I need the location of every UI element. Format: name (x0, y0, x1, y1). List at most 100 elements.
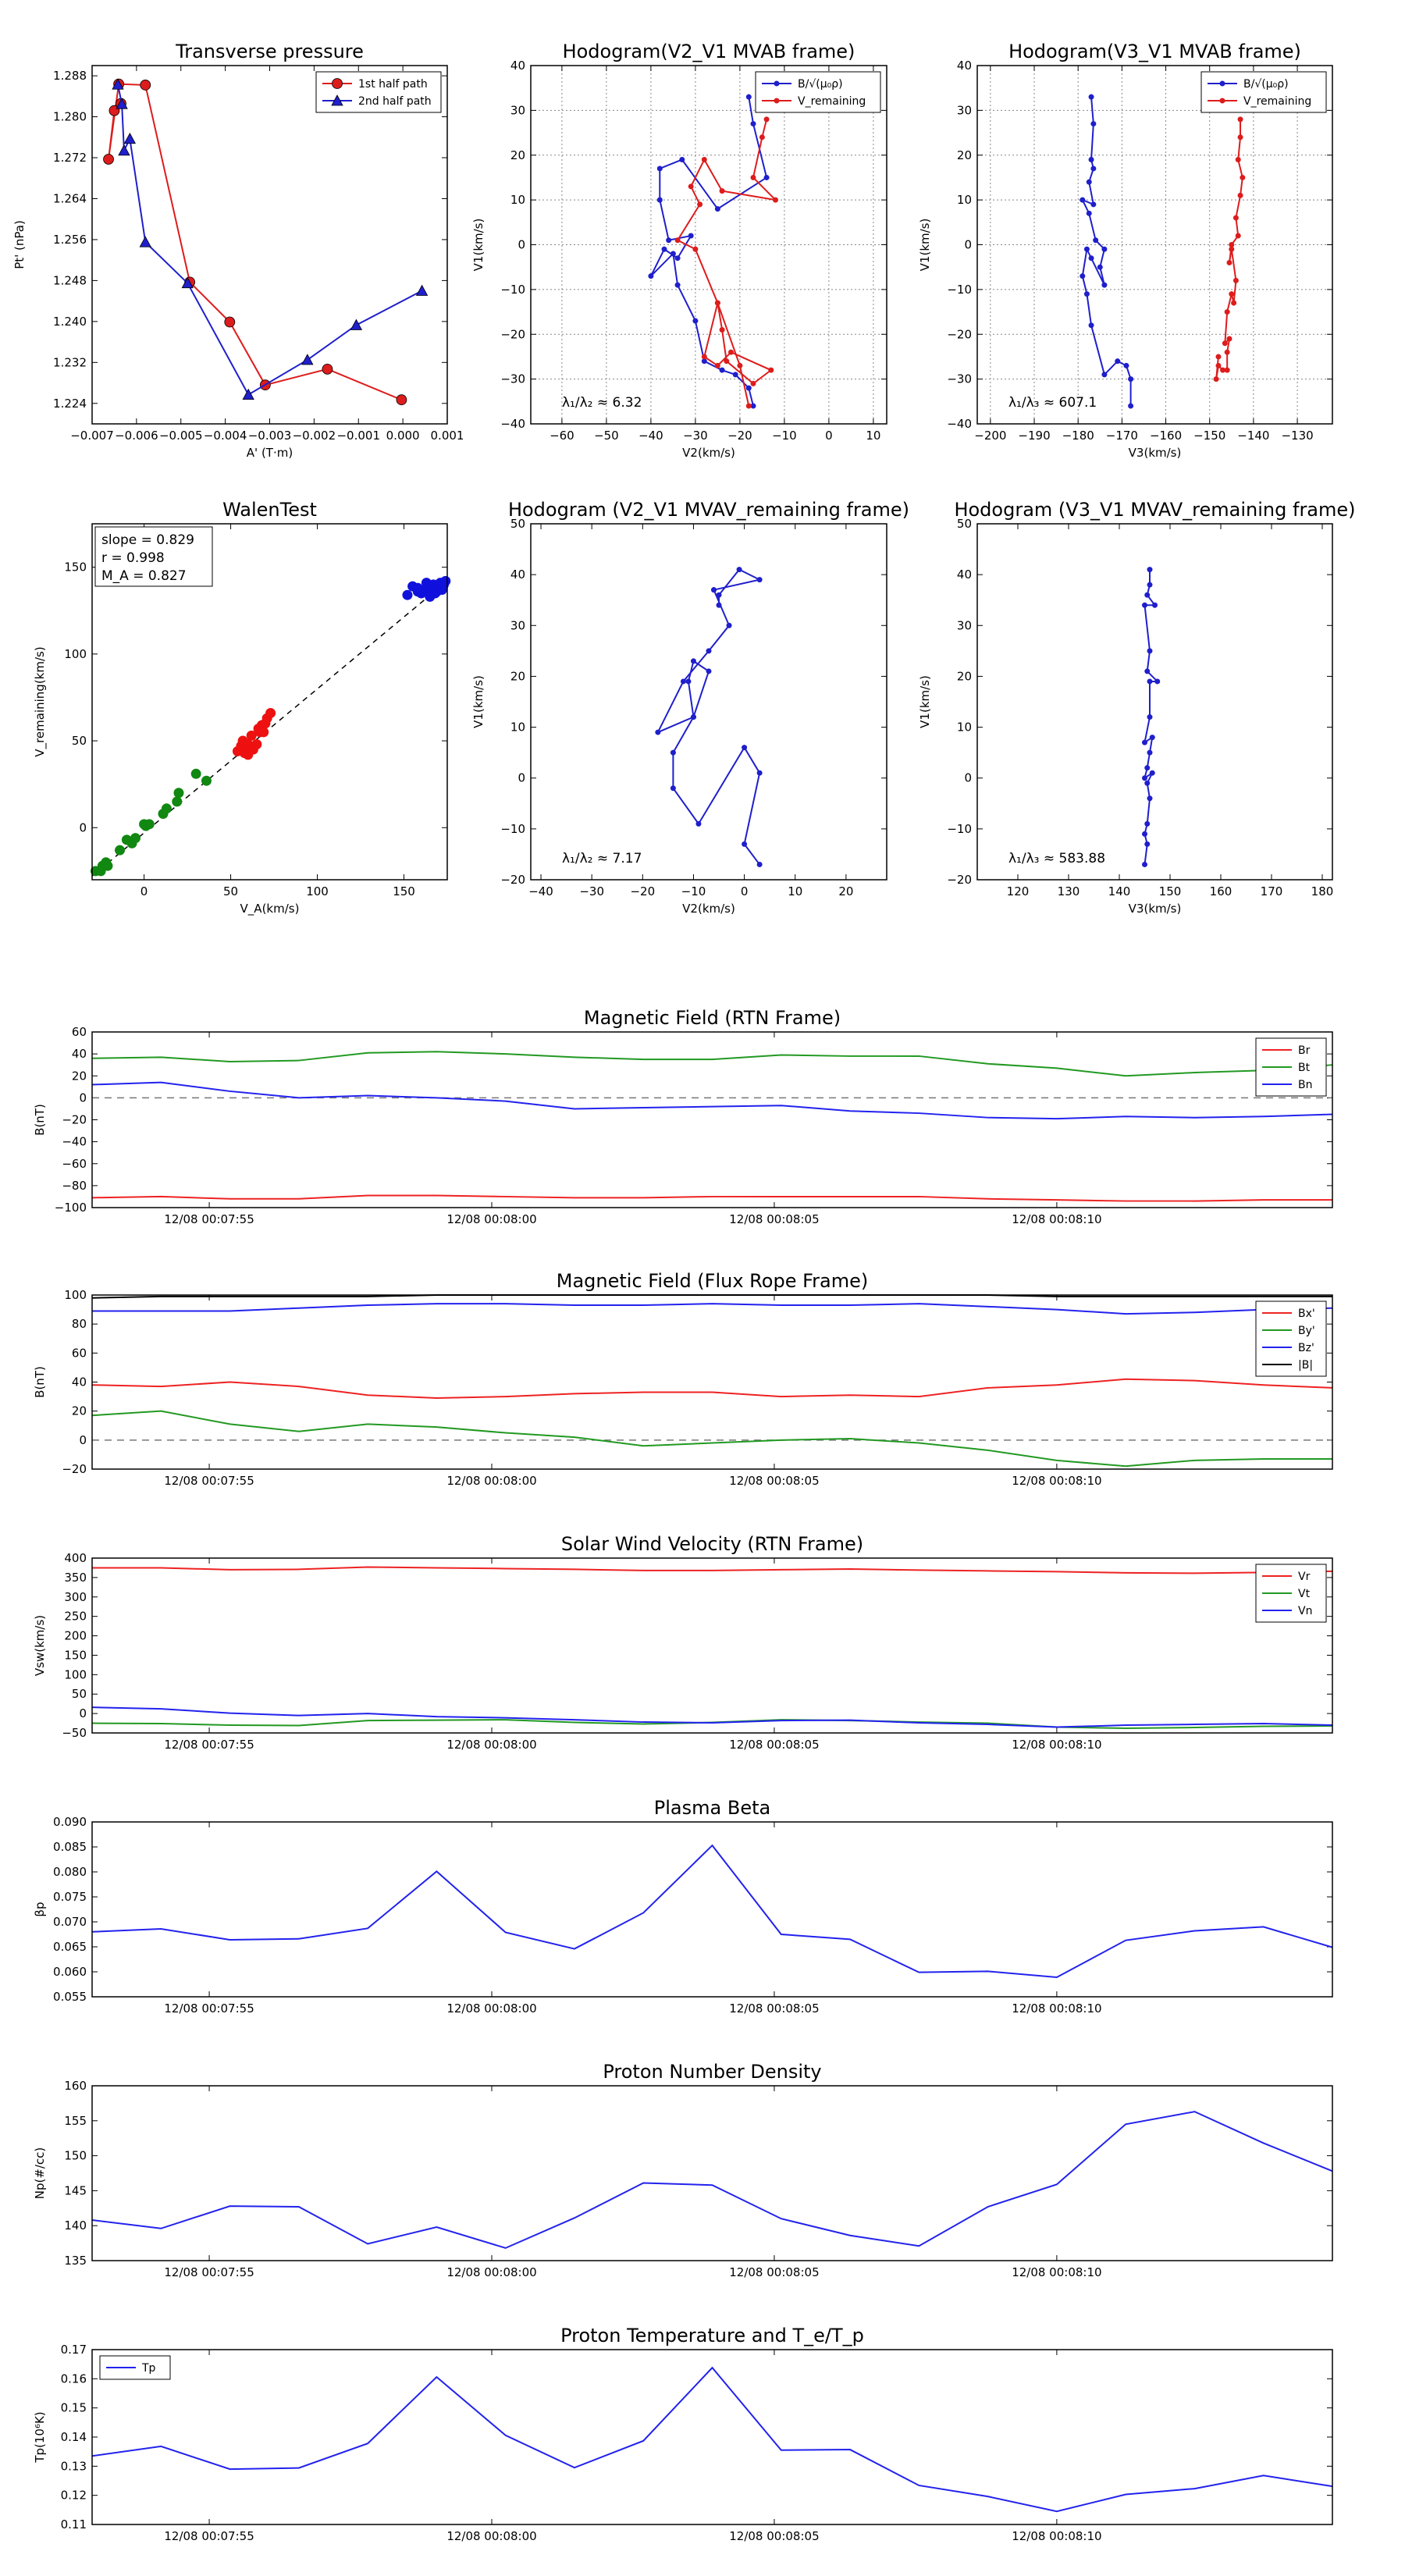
y-tick-label: 135 (64, 2254, 87, 2268)
data-point (1215, 354, 1222, 360)
y-tick-label: −10 (947, 283, 972, 297)
y-tick-label: −40 (62, 1135, 87, 1149)
legend-label: V_remaining (1243, 95, 1311, 108)
y-tick-label: 30 (510, 103, 525, 117)
x-tick-label: −200 (974, 429, 1006, 443)
legend-label: Br (1298, 1044, 1311, 1057)
data-point (1097, 264, 1103, 270)
annotation-line: r = 0.998 (101, 550, 165, 566)
chart-title: Hodogram(V3_V1 MVAB frame) (1008, 41, 1301, 62)
x-tick-label: −0.002 (293, 429, 336, 443)
data-point (1142, 861, 1147, 867)
x-tick-label: 12/08 00:07:55 (164, 1212, 254, 1226)
data-point (759, 134, 765, 141)
y-tick-label: 1.240 (53, 315, 87, 329)
y-tick-label: −10 (500, 283, 525, 297)
data-point (768, 367, 774, 373)
data-point (415, 284, 429, 296)
y-tick-label: 0.14 (61, 2430, 87, 2444)
legend: 1st half path 2nd half path (315, 71, 442, 113)
data-point (1237, 192, 1243, 198)
x-tick-label: 160 (1210, 884, 1232, 898)
y-tick-label: 1.232 (53, 355, 87, 369)
legend-label: Bt (1298, 1062, 1311, 1074)
data-point (679, 156, 685, 162)
data-point (1088, 94, 1094, 100)
data-point (115, 845, 126, 856)
series-line-By' (91, 1410, 1332, 1468)
y-tick-label: 150 (64, 560, 87, 575)
annotation: λ₁/λ₃ ≈ 583.88 (1008, 851, 1105, 866)
annotation-frame (94, 526, 213, 587)
y-tick-label: 50 (72, 1687, 87, 1701)
x-tick-label: 130 (1058, 884, 1080, 898)
x-tick-label: 0.000 (386, 429, 420, 443)
x-tick-label: 10 (788, 884, 802, 898)
legend: Br Bt Bn (1255, 1037, 1327, 1097)
x-tick-label: 12/08 00:08:05 (729, 1474, 819, 1488)
data-point (440, 575, 451, 586)
y-tick-label: 10 (957, 193, 972, 207)
legend-marker (332, 78, 343, 89)
data-point (661, 246, 667, 252)
data-point (1232, 277, 1239, 283)
y-axis-label: B(nT) (33, 1104, 47, 1136)
x-tick-label: 12/08 00:08:05 (729, 1738, 819, 1752)
chart-title: Magnetic Field (Flux Rope Frame) (557, 1270, 868, 1292)
x-tick-label: 170 (1261, 884, 1283, 898)
legend-marker (774, 80, 780, 87)
x-tick-label: 0 (140, 884, 148, 898)
y-axis-label: Tp(10⁶K) (33, 2411, 47, 2463)
data-point (763, 174, 770, 180)
legend-marker (774, 98, 780, 104)
chart-title: Proton Temperature and T_e/T_p (560, 2325, 864, 2347)
legend-box (1200, 71, 1327, 113)
x-tick-label: 12/08 00:08:00 (446, 1474, 536, 1488)
data-point (728, 349, 734, 355)
data-point (742, 745, 748, 751)
annotation: λ₁/λ₂ ≈ 6.32 (562, 395, 642, 411)
plot-frame (530, 523, 887, 881)
data-point (144, 819, 155, 830)
data-point (750, 174, 756, 180)
y-tick-label: 1.224 (53, 397, 87, 411)
plot-frame (91, 1031, 1333, 1208)
x-tick-label: 0.001 (431, 429, 464, 443)
y-tick-label: −20 (947, 873, 972, 887)
y-tick-label: −40 (947, 417, 972, 431)
x-tick-label: −180 (1062, 429, 1094, 443)
annotation-line: M_A = 0.827 (101, 568, 187, 584)
data-point (301, 354, 314, 365)
x-tick-label: 0 (741, 884, 749, 898)
data-point (1226, 259, 1232, 265)
data-point (1235, 233, 1241, 239)
legend-label: Vt (1298, 1588, 1311, 1600)
chart-title: Magnetic Field (RTN Frame) (584, 1007, 841, 1029)
data-point (1101, 246, 1108, 252)
data-point (1147, 749, 1153, 756)
data-point (697, 201, 703, 208)
legend-label: |B| (1298, 1359, 1313, 1372)
legend: Bx' By' Bz' |B| (1255, 1300, 1327, 1377)
y-tick-label: −10 (947, 822, 972, 836)
x-axis-label: V3(km/s) (1129, 446, 1182, 460)
y-tick-label: 0.055 (53, 1990, 87, 2004)
y-axis-label: βp (33, 1902, 47, 1916)
chart-tpr: 12/08 00:07:55 12/08 00:08:00 12/08 00:08:… (33, 2325, 1333, 2543)
data-point (322, 363, 333, 375)
x-tick-label: −0.007 (70, 429, 114, 443)
legend: Tp (99, 2355, 171, 2380)
y-tick-label: 20 (510, 669, 525, 683)
data-point (670, 251, 676, 257)
data-point (1215, 362, 1222, 368)
data-point (116, 98, 128, 109)
y-tick-label: 20 (957, 669, 972, 683)
chart-tp: −0.007 −0.006 −0.005 −0.004 −0.003 −0.002 −0.0… (12, 41, 464, 460)
y-tick-label: 1.288 (53, 69, 87, 83)
series-line-0 (1143, 569, 1160, 865)
data-point (1083, 291, 1090, 297)
data-point (1147, 648, 1153, 654)
y-tick-label: −20 (62, 1462, 87, 1476)
data-point (706, 668, 712, 674)
